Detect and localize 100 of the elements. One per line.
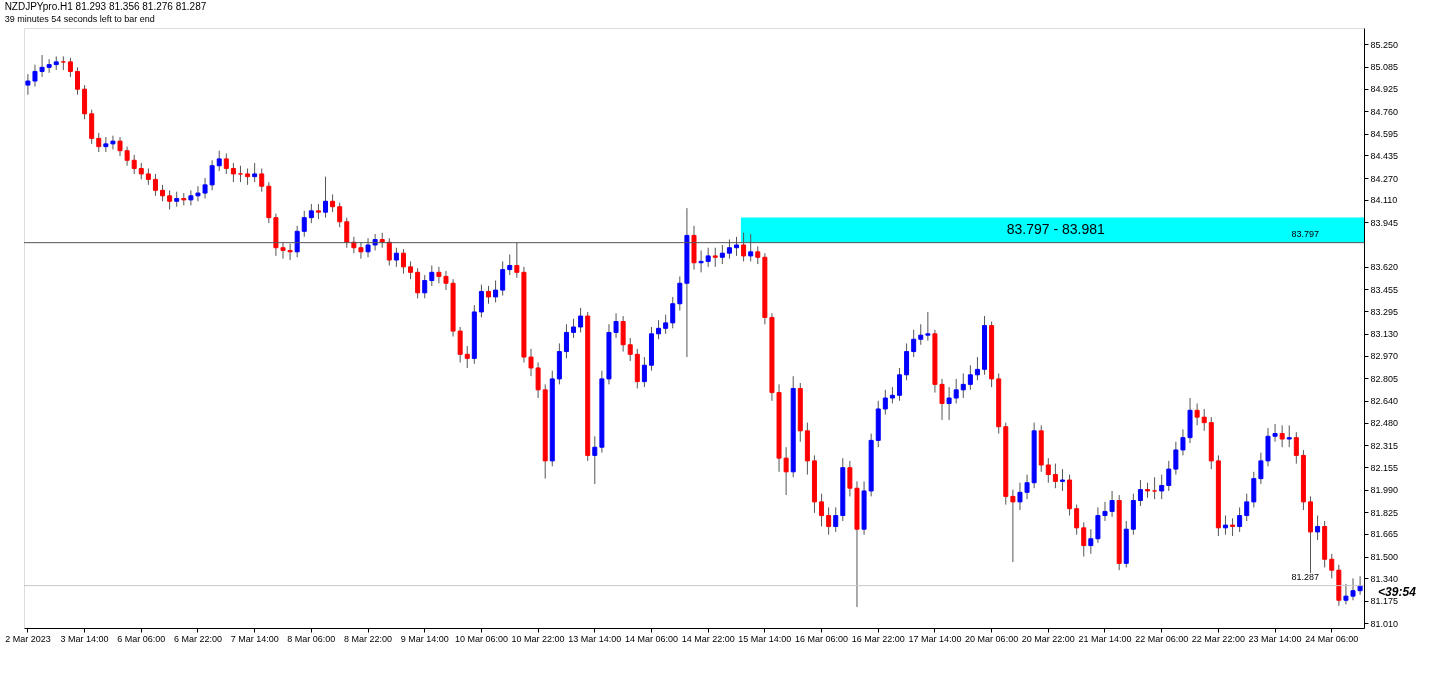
y-tick-label: 83.455 bbox=[1370, 284, 1399, 295]
y-tick-label: 84.760 bbox=[1370, 106, 1399, 117]
candlestick bbox=[1315, 515, 1321, 541]
candlestick bbox=[578, 307, 584, 333]
y-tick-label: 83.130 bbox=[1370, 329, 1399, 340]
candlestick bbox=[897, 367, 902, 402]
x-tick-label: 6 Mar 06:00 bbox=[117, 633, 166, 644]
candlestick bbox=[663, 314, 669, 335]
candlestick bbox=[592, 435, 598, 485]
y-tick-label: 84.925 bbox=[1370, 84, 1399, 95]
x-tick-label: 21 Mar 14:00 bbox=[1078, 633, 1132, 644]
candlestick bbox=[833, 506, 839, 533]
candlestick bbox=[75, 66, 80, 96]
x-tick-label: 10 Mar 06:00 bbox=[454, 633, 508, 644]
candlestick bbox=[1244, 493, 1250, 522]
candlestick bbox=[259, 167, 265, 193]
y-tick-label: 82.480 bbox=[1370, 418, 1399, 429]
x-tick-label: 15 Mar 14:00 bbox=[738, 633, 792, 644]
candlestick bbox=[323, 176, 329, 219]
y-tick-label: 83.945 bbox=[1370, 217, 1399, 228]
x-tick-label: 24 Mar 06:00 bbox=[1305, 633, 1359, 644]
candlestick bbox=[1237, 506, 1243, 533]
candlestick bbox=[415, 267, 421, 299]
y-tick-label: 82.315 bbox=[1370, 440, 1399, 451]
candlestick bbox=[152, 173, 158, 197]
x-tick-label: 20 Mar 22:00 bbox=[1021, 633, 1075, 644]
candlestick bbox=[677, 275, 683, 312]
y-tick-label: 84.110 bbox=[1370, 195, 1398, 206]
candlestick bbox=[464, 345, 470, 369]
candlestick bbox=[301, 210, 307, 238]
candlestick bbox=[1045, 457, 1051, 484]
y-tick-label: 81.825 bbox=[1370, 507, 1399, 518]
x-tick-label: 14 Mar 22:00 bbox=[681, 633, 735, 644]
y-tick-label: 81.340 bbox=[1370, 573, 1399, 584]
x-tick-label: 23 Mar 14:00 bbox=[1248, 633, 1302, 644]
candlestick bbox=[1286, 424, 1292, 448]
candlestick bbox=[1329, 553, 1335, 579]
candlestick bbox=[670, 296, 676, 329]
candlestick bbox=[571, 318, 577, 339]
y-tick-label: 82.805 bbox=[1370, 373, 1399, 384]
y-tick-label: 83.295 bbox=[1370, 306, 1399, 317]
candlestick bbox=[393, 247, 399, 268]
candlestick bbox=[429, 264, 435, 287]
x-tick-label: 2 Mar 2023 bbox=[5, 633, 51, 644]
candlestick bbox=[620, 315, 626, 353]
x-tick-label: 16 Mar 06:00 bbox=[795, 633, 849, 644]
candlestick bbox=[1222, 515, 1228, 536]
candlestick bbox=[641, 356, 647, 388]
candlestick bbox=[925, 311, 931, 342]
y-tick-label: 81.175 bbox=[1370, 596, 1399, 607]
x-tick-label: 9 Mar 14:00 bbox=[400, 633, 449, 644]
y-tick-label: 84.435 bbox=[1370, 150, 1399, 161]
candlestick bbox=[911, 329, 917, 358]
chart-title: NZDJPYpro.H1 81.293 81.356 81.276 81.287 bbox=[4, 1, 207, 12]
candlestick bbox=[974, 356, 980, 381]
y-tick-label: 82.155 bbox=[1370, 462, 1399, 473]
y-tick-label: 85.250 bbox=[1370, 39, 1399, 50]
y-tick-label: 81.010 bbox=[1370, 618, 1399, 629]
candlestick bbox=[131, 154, 137, 175]
x-tick-label: 22 Mar 06:00 bbox=[1135, 633, 1189, 644]
candlestick bbox=[1279, 424, 1285, 448]
candlestick bbox=[308, 203, 314, 224]
candlestick bbox=[67, 57, 73, 78]
candlestick bbox=[252, 162, 258, 183]
x-tick-label: 20 Mar 06:00 bbox=[965, 633, 1019, 644]
candlestick bbox=[826, 506, 832, 536]
candlestick bbox=[457, 326, 463, 363]
ref-line-label: 83.797 bbox=[1291, 228, 1319, 239]
x-tick-label: 14 Mar 06:00 bbox=[624, 633, 679, 644]
candlestick bbox=[478, 284, 484, 318]
candlestick bbox=[507, 254, 513, 276]
candlestick bbox=[967, 364, 973, 391]
chart-subtitle: 39 minutes 54 seconds left to bar end bbox=[4, 14, 155, 24]
x-tick-label: 16 Mar 22:00 bbox=[851, 633, 905, 644]
candlestick bbox=[1293, 431, 1299, 465]
candlestick bbox=[223, 152, 229, 175]
candlestick bbox=[1159, 474, 1165, 500]
candlestick bbox=[1088, 528, 1094, 555]
candlestick bbox=[1251, 471, 1257, 508]
candlestick bbox=[946, 386, 952, 421]
candlestick bbox=[656, 319, 662, 340]
candlestick bbox=[953, 378, 959, 404]
candlestick bbox=[400, 248, 406, 275]
candlestick bbox=[1194, 403, 1200, 426]
x-tick-label: 7 Mar 14:00 bbox=[230, 633, 279, 644]
y-tick-label: 82.640 bbox=[1370, 396, 1399, 407]
y-tick-label: 85.085 bbox=[1370, 62, 1399, 73]
candlestick bbox=[712, 247, 718, 268]
candlestick bbox=[1166, 460, 1172, 492]
band-label: 83.797 - 83.981 bbox=[1006, 221, 1106, 238]
candlestick bbox=[1081, 521, 1087, 558]
candlestick bbox=[904, 342, 910, 381]
candlestick bbox=[1059, 468, 1065, 492]
candlestick bbox=[1201, 408, 1207, 432]
candlestick bbox=[1010, 489, 1016, 563]
y-tick-label: 84.270 bbox=[1370, 173, 1399, 184]
x-tick-label: 3 Mar 14:00 bbox=[60, 633, 109, 644]
candlestick bbox=[819, 493, 825, 527]
x-tick-label: 8 Mar 06:00 bbox=[287, 633, 336, 644]
candlestick bbox=[1052, 463, 1058, 489]
